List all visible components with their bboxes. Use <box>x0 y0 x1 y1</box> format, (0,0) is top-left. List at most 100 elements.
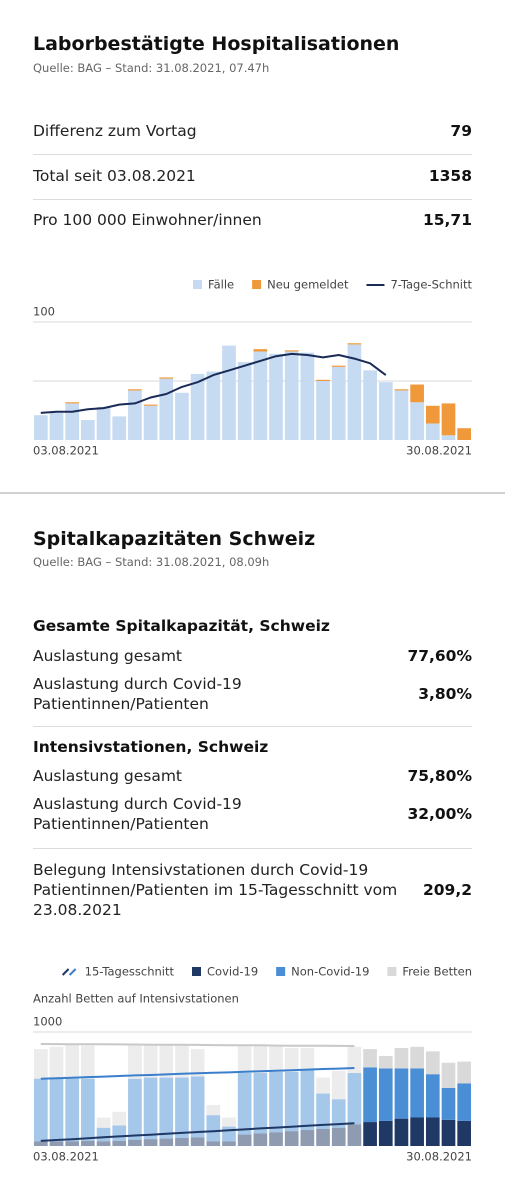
bar-segment <box>253 349 268 352</box>
bar-segment <box>128 389 142 391</box>
bar-segment <box>34 1078 48 1142</box>
bar-segment <box>237 1073 252 1135</box>
bar-segment <box>410 1046 424 1069</box>
bar-segment <box>237 362 252 440</box>
average-line <box>40 1067 355 1080</box>
bar-segment <box>441 435 456 440</box>
bar-segment <box>347 1124 362 1146</box>
bar-segment <box>269 1046 283 1072</box>
legend-label: Fälle <box>208 278 234 292</box>
x-tick-label: 03.08.2021 <box>33 1150 99 1164</box>
bar-segment <box>65 402 80 404</box>
stat-label: Pro 100 000 Einwohner/innen <box>33 211 262 229</box>
bar-segment <box>378 382 393 440</box>
bar-segment <box>190 1137 205 1146</box>
bar-segment <box>410 384 424 403</box>
bar-segment <box>175 1044 189 1078</box>
bar-segment <box>49 1141 64 1146</box>
bar-segment <box>81 1045 95 1079</box>
bar-segment <box>300 1047 315 1070</box>
bar-segment <box>206 1115 221 1142</box>
bar-segment <box>96 1141 111 1146</box>
separator <box>33 199 472 200</box>
bar-segment <box>300 1069 315 1131</box>
bar-segment <box>253 1045 268 1074</box>
bar-segment <box>441 1062 456 1088</box>
legend-label: Non-Covid-19 <box>291 965 369 979</box>
stat-label: Total seit 03.08.2021 <box>33 167 196 185</box>
group-heading: Gesamte Spitalkapazität, Schweiz <box>33 617 330 635</box>
bar-segment <box>331 1127 346 1146</box>
bar-segment <box>65 1044 80 1079</box>
bar-segment <box>65 1078 80 1142</box>
bar-segment <box>410 402 424 440</box>
bar-segment <box>253 351 268 440</box>
bar-segment <box>143 405 158 440</box>
bar-segment <box>425 1051 440 1075</box>
source-note: Quelle: BAG – Stand: 31.08.2021, 08.09h <box>33 555 270 569</box>
row-label: Auslastung durch Covid-19 Patientinnen/P… <box>33 675 242 713</box>
bar-segment <box>363 370 377 440</box>
bar-segment <box>347 344 362 440</box>
bar-segment <box>331 1070 346 1100</box>
bar-segment <box>300 1130 315 1146</box>
bar-segment <box>316 381 330 440</box>
bar-segment <box>394 390 409 440</box>
bar-segment <box>394 1047 409 1069</box>
bar-segment <box>284 351 299 440</box>
bar-segment <box>441 1087 456 1120</box>
bar-segment <box>159 1044 174 1078</box>
legend-swatch <box>252 280 262 289</box>
bar-segment <box>81 1140 95 1146</box>
bar-segment <box>112 1111 127 1126</box>
bar-segment <box>159 377 174 379</box>
bar-segment <box>222 1126 236 1142</box>
bar-segment <box>206 1141 221 1146</box>
bar-segment <box>331 366 346 440</box>
bar-segment <box>316 1093 330 1129</box>
occupancy-value: 209,2 <box>422 881 472 899</box>
bar-segment <box>378 1068 393 1121</box>
bar-segment <box>175 392 189 440</box>
section-title: Laborbestätigte Hospitalisationen <box>33 33 400 55</box>
bar-segment <box>331 1099 346 1128</box>
bar-segment <box>457 1061 471 1084</box>
bar-segment <box>425 1117 440 1146</box>
bar-segment <box>34 1141 48 1146</box>
bar-segment <box>253 1133 268 1146</box>
bar-segment <box>378 1055 393 1069</box>
occupancy-label: Belegung Intensivstationen durch Covid-1… <box>33 861 398 919</box>
bar-segment <box>222 1117 236 1127</box>
bar-segment <box>143 1045 158 1078</box>
bar-segment <box>378 1120 393 1146</box>
bar-segment <box>222 1141 236 1146</box>
bar-segment <box>253 1073 268 1134</box>
bar-segment <box>128 1078 142 1140</box>
bar-segment <box>394 1118 409 1146</box>
bar-segment <box>128 390 142 440</box>
bar-segment <box>457 1083 471 1121</box>
bar-segment <box>316 1077 330 1094</box>
stat-value: 79 <box>450 122 472 140</box>
bar-segment <box>300 352 315 440</box>
x-tick-label: 30.08.2021 <box>406 444 472 458</box>
bar-segment <box>441 1119 456 1146</box>
bar-segment <box>284 1047 299 1072</box>
legend-label: 15-Tagesschnitt <box>85 965 175 979</box>
bar-segment <box>175 1138 189 1146</box>
bar-segment <box>269 1132 283 1146</box>
bar-segment <box>347 1046 362 1074</box>
row-value: 3,80% <box>418 685 472 703</box>
stat-label: Differenz zum Vortag <box>33 122 197 140</box>
bar-segment <box>190 1076 205 1138</box>
bar-segment <box>65 403 80 440</box>
bar-segment <box>316 1128 330 1146</box>
bar-segment <box>112 1140 127 1146</box>
legend-swatch <box>61 968 70 976</box>
bar-segment <box>34 415 48 440</box>
legend-label: Neu gemeldet <box>267 278 349 292</box>
bar-segment <box>49 1078 64 1142</box>
row-value: 77,60% <box>407 647 472 665</box>
average-line <box>40 1122 355 1142</box>
